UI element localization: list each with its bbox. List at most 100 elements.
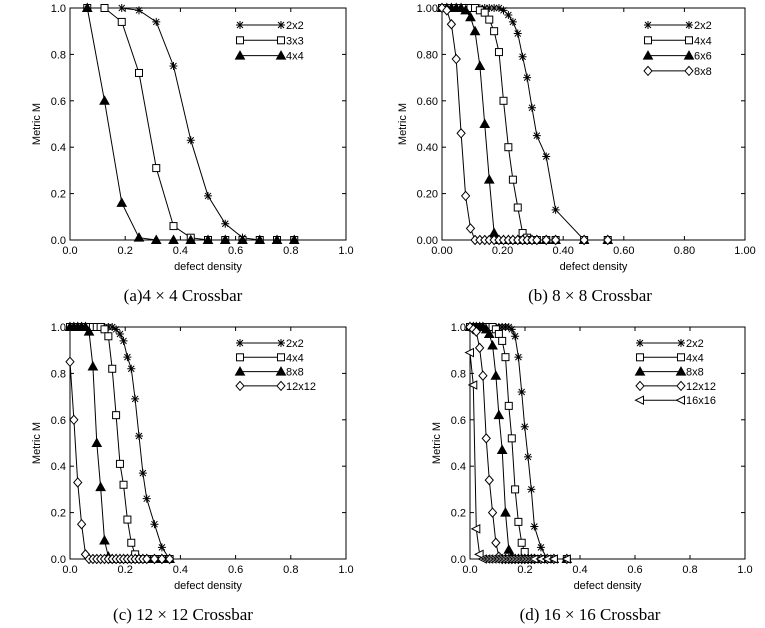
data-point — [464, 347, 474, 358]
x-axis-label: defect density — [560, 261, 628, 273]
data-point — [115, 329, 124, 338]
legend-marker — [636, 339, 644, 347]
legend-marker — [234, 50, 246, 60]
series-4x4 — [81, 2, 300, 244]
series-4x4 — [438, 4, 612, 244]
legend-marker — [644, 21, 652, 29]
x-tick-label: 0.4 — [572, 564, 587, 576]
data-point — [83, 326, 95, 336]
y-tick-label: 0.4 — [51, 142, 66, 154]
data-point — [115, 459, 124, 468]
x-axis-label: defect density — [174, 261, 242, 273]
series-line — [469, 352, 567, 560]
y-tick-label: 0.6 — [51, 415, 66, 427]
legend-label: 4x4 — [286, 352, 304, 364]
legend-marker — [277, 339, 285, 347]
data-point — [73, 477, 83, 488]
data-point — [511, 332, 520, 341]
data-point — [480, 8, 489, 17]
legend-marker — [277, 353, 285, 362]
y-tick-label: 0.8 — [51, 368, 66, 380]
legend-entry: 2x2 — [236, 20, 304, 32]
data-point — [484, 474, 494, 486]
data-point — [456, 128, 466, 139]
y-tick-label: 0.6 — [451, 415, 466, 427]
legend-label: 8x8 — [694, 66, 712, 78]
data-point — [541, 234, 551, 246]
y-tick-label: 0.80 — [417, 49, 438, 61]
data-point — [169, 222, 178, 231]
y-axis-label: Metric M — [31, 422, 43, 464]
legend-entry: 2x2 — [636, 338, 704, 350]
data-point — [65, 356, 75, 368]
legend-entry: 3x3 — [236, 35, 304, 47]
y-tick-label: 0.60 — [417, 96, 438, 108]
data-point — [514, 517, 523, 526]
data-point — [514, 353, 523, 362]
data-point — [507, 434, 516, 443]
data-point — [127, 538, 136, 547]
x-tick-label: 0.20 — [492, 245, 513, 257]
data-point — [446, 18, 457, 30]
data-point — [508, 17, 517, 26]
data-point — [135, 6, 143, 15]
y-tick-label: 0.40 — [417, 142, 438, 154]
x-tick-label: 0.00 — [431, 245, 452, 257]
data-point — [542, 152, 551, 161]
data-point — [108, 364, 117, 373]
data-point — [478, 370, 488, 381]
data-point — [550, 234, 561, 246]
data-point — [465, 11, 476, 22]
y-axis-label: Metric M — [431, 422, 443, 464]
data-point — [204, 191, 212, 200]
data-point — [527, 103, 536, 112]
data-point — [460, 190, 471, 202]
data-point — [69, 414, 79, 426]
legend-entry: 2x2 — [644, 20, 712, 32]
legend-marker — [684, 65, 694, 77]
x-tick-label: 0.4 — [173, 245, 188, 257]
data-point — [119, 336, 128, 345]
data-point — [104, 332, 113, 341]
legend-marker — [235, 380, 245, 392]
legend-entry: 4x4 — [636, 352, 704, 364]
y-tick-label: 0.8 — [51, 49, 66, 61]
legend-marker — [275, 50, 287, 60]
data-point — [490, 4, 499, 12]
legend-marker — [234, 366, 246, 376]
x-tick-label: 0.8 — [283, 564, 298, 576]
chart-panel-2: 0.00 0.20 0.40 0.60 0.80 1.00 0.00 0.20 0.40 0.60… — [397, 2, 756, 305]
legend-marker — [276, 380, 286, 392]
data-point — [117, 17, 126, 26]
x-tick-label: 0.0 — [62, 245, 77, 257]
data-point — [513, 203, 522, 212]
data-point — [485, 4, 494, 12]
legend-marker — [685, 36, 693, 45]
legend-marker — [643, 65, 653, 77]
legend-entry: 16x16 — [634, 395, 716, 407]
x-tick-label: 1.0 — [737, 564, 752, 576]
data-point — [579, 234, 589, 246]
data-point — [142, 494, 151, 503]
data-point — [271, 234, 283, 244]
data-point — [479, 118, 491, 128]
legend-entry: 4x4 — [644, 35, 712, 47]
data-point — [186, 136, 195, 145]
x-axis-label: defect density — [574, 580, 642, 592]
series-12x12 — [65, 356, 175, 565]
series-2x2 — [438, 4, 612, 244]
legend-marker — [644, 36, 652, 45]
x-tick-label: 0.40 — [552, 245, 573, 257]
data-point — [112, 325, 121, 334]
legend-label: 12x12 — [286, 381, 316, 393]
x-tick-label: 0.2 — [517, 564, 532, 576]
legend-marker — [676, 380, 686, 392]
data-point — [142, 553, 152, 565]
data-point — [520, 422, 529, 431]
data-point — [532, 131, 541, 140]
data-point — [503, 544, 515, 554]
data-point — [504, 143, 513, 152]
data-point — [603, 234, 613, 246]
data-point — [467, 380, 478, 390]
x-tick-label: 0.60 — [613, 245, 634, 257]
